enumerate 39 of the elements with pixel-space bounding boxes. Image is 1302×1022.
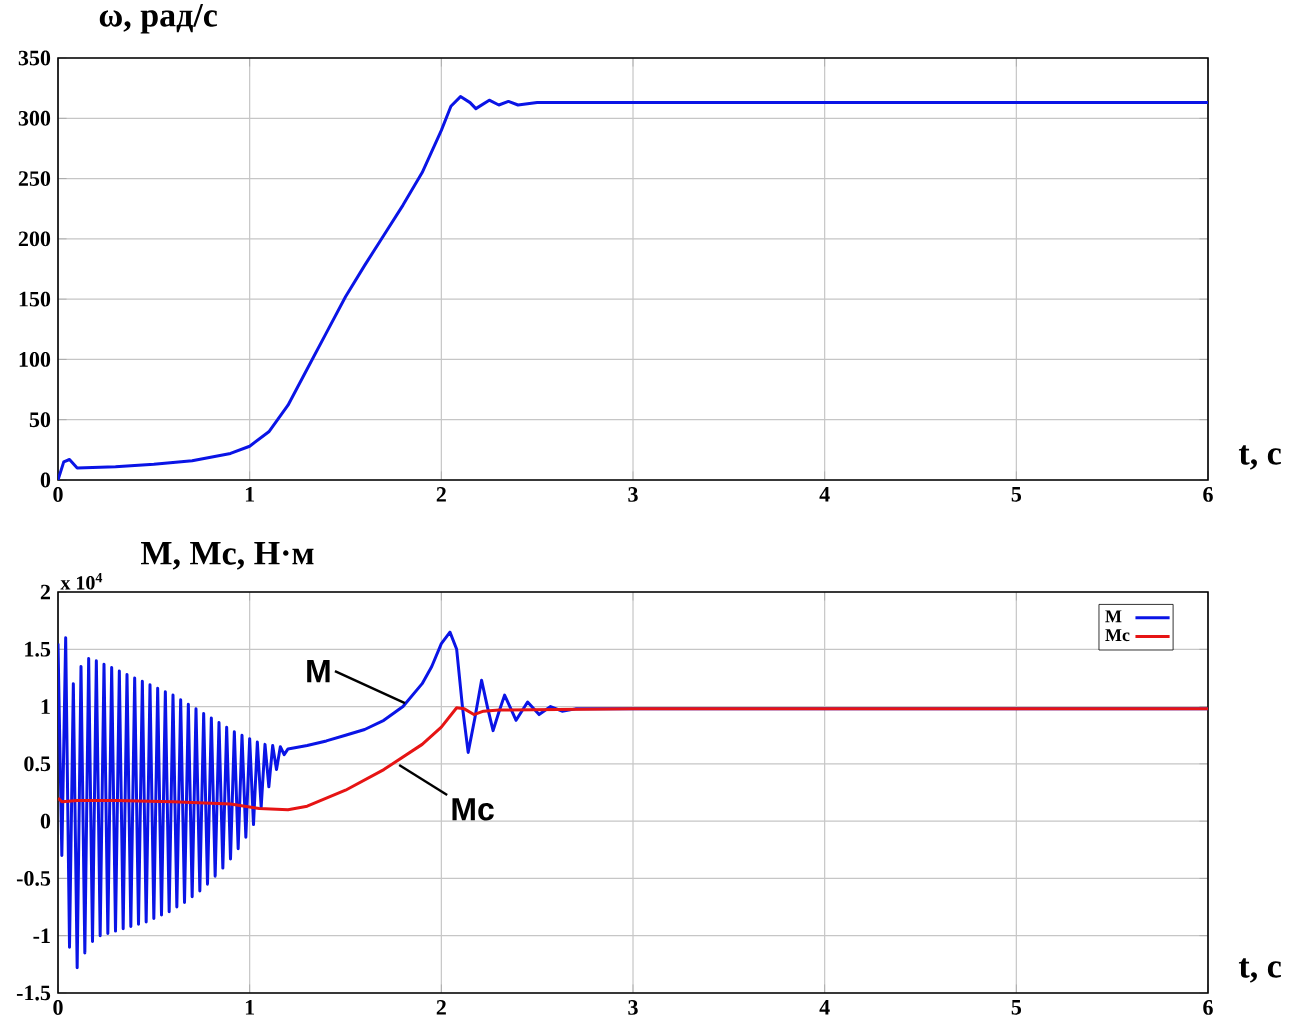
y-tick-label: 50	[29, 412, 51, 428]
legend-label: Mc	[1105, 629, 1130, 642]
annotation: Mc	[452, 798, 494, 821]
y-axis-title: ω, рад/с	[99, 4, 218, 34]
y-tick-label: -1.5	[16, 985, 51, 1001]
y-tick-label: 300	[18, 111, 51, 126]
y-tick-label: 0	[40, 472, 51, 488]
x-tick-label: 2	[436, 487, 446, 502]
y-tick-label: 1.5	[25, 642, 51, 657]
x-tick-label: 2	[436, 1000, 446, 1015]
y-tick-label: -0.5	[16, 871, 51, 887]
x-tick-label: 5	[1011, 1000, 1022, 1015]
y-axis-title: M, Mc, Н·м	[141, 542, 314, 570]
y-tick-label: 150	[19, 291, 51, 307]
y-tick-label: 200	[18, 231, 51, 247]
x-tick-label: 5	[1011, 487, 1022, 502]
x-tick-label: 1	[245, 1000, 255, 1015]
y-tick-label: -1	[33, 928, 50, 944]
x-axis-title: t, c	[1238, 445, 1281, 470]
x-tick-label: 4	[819, 1000, 830, 1015]
y-tick-label: 100	[19, 352, 51, 368]
x-tick-label: 1	[245, 487, 255, 502]
x-tick-label: 6	[1203, 1000, 1213, 1016]
y-tick-label: 250	[18, 171, 51, 187]
x-tick-label: 6	[1203, 487, 1213, 503]
y-tick-label: 0	[40, 813, 51, 829]
text: x 10$^{4}$	[60, 573, 103, 590]
y-tick-label: 0.5	[24, 756, 51, 772]
annotation: M	[307, 660, 330, 683]
x-tick-label: 4	[819, 487, 830, 502]
x-tick-label: 0	[53, 487, 63, 503]
y-tick-label: 1	[41, 699, 50, 715]
y-tick-label: 2	[40, 584, 50, 600]
x-tick-label: 0	[53, 1000, 63, 1016]
x-tick-label: 3	[628, 1000, 638, 1016]
legend-label: M	[1105, 610, 1122, 623]
x-axis-title: t, c	[1238, 958, 1281, 983]
x-tick-label: 3	[628, 487, 638, 503]
y-tick-label: 350	[18, 50, 51, 66]
